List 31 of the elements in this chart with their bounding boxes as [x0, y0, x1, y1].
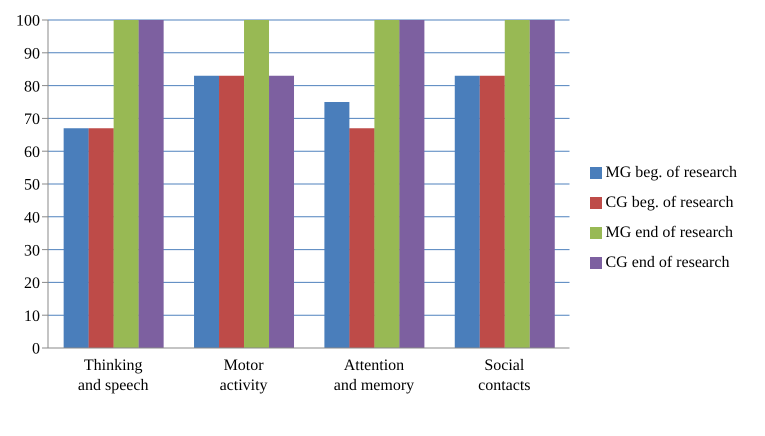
y-tick-label: 50: [24, 176, 40, 194]
y-tick-label: 90: [24, 45, 40, 62]
bar: [219, 76, 244, 348]
x-tick-label: Social contacts: [478, 357, 531, 394]
bar: [374, 20, 400, 348]
y-tick-label: 20: [24, 275, 40, 292]
bar: [399, 20, 424, 348]
y-tick-label: 10: [24, 308, 40, 325]
y-tick-label: 40: [24, 209, 40, 226]
legend-label: MG beg. of research: [606, 164, 737, 181]
x-tick-label: Motor activity: [220, 357, 268, 394]
bar: [480, 76, 505, 348]
y-tick-label: 80: [24, 78, 40, 96]
bar: [349, 128, 374, 348]
y-tick-label: 30: [24, 242, 40, 260]
bar: [530, 20, 555, 348]
bar: [138, 20, 164, 348]
y-tick-label: 60: [24, 144, 40, 161]
y-tick-label: 70: [24, 111, 40, 128]
bar: [504, 20, 530, 348]
bar: [88, 128, 114, 348]
bar: [114, 20, 139, 348]
bar: [269, 76, 294, 348]
legend-label: CG end of research: [606, 254, 730, 271]
legend-label: CG beg. of research: [606, 194, 734, 211]
y-tick-label: 0: [32, 340, 40, 358]
x-tick-label: Attention and memory: [334, 357, 414, 394]
y-tick-label: 100: [16, 12, 40, 30]
bar: [244, 20, 270, 348]
x-tick-label: Thinking and speech: [78, 357, 149, 394]
legend-label: MG end of research: [606, 224, 733, 241]
